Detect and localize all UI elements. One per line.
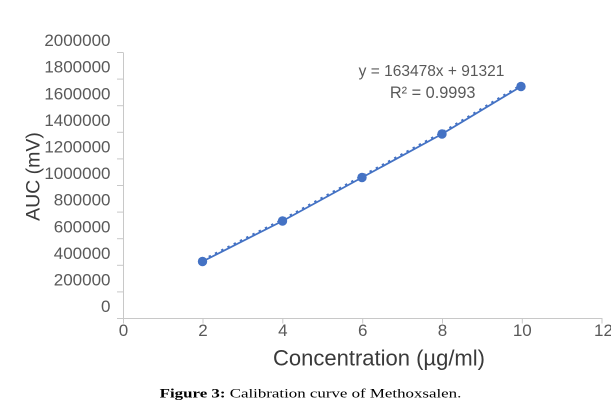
svg-text:Concentration (µg/ml): Concentration (µg/ml) — [273, 346, 485, 371]
svg-text:AUC (mV): AUC (mV) — [22, 132, 44, 221]
svg-text:200000: 200000 — [54, 271, 111, 290]
svg-text:800000: 800000 — [54, 191, 111, 210]
svg-text:400000: 400000 — [54, 244, 111, 263]
svg-text:1400000: 1400000 — [44, 111, 110, 130]
svg-text:4: 4 — [278, 321, 287, 340]
svg-text:Figure 3: Calibration curve of: Figure 3: Calibration curve of Methoxsal… — [160, 387, 462, 401]
svg-text:1800000: 1800000 — [44, 58, 110, 77]
svg-text:10: 10 — [513, 321, 532, 340]
svg-text:y = 163478x + 91321: y = 163478x + 91321 — [359, 63, 505, 80]
svg-text:0: 0 — [101, 297, 110, 316]
svg-text:R² = 0.9993: R² = 0.9993 — [390, 84, 476, 102]
svg-text:1000000: 1000000 — [44, 164, 110, 183]
svg-text:6: 6 — [358, 321, 367, 340]
svg-text:12: 12 — [594, 321, 611, 340]
svg-text:0: 0 — [119, 321, 128, 340]
svg-text:1600000: 1600000 — [44, 84, 110, 103]
svg-text:2: 2 — [198, 321, 207, 340]
svg-text:1200000: 1200000 — [44, 138, 110, 157]
svg-text:2000000: 2000000 — [44, 31, 110, 50]
svg-text:8: 8 — [438, 321, 447, 340]
svg-text:600000: 600000 — [54, 217, 111, 236]
